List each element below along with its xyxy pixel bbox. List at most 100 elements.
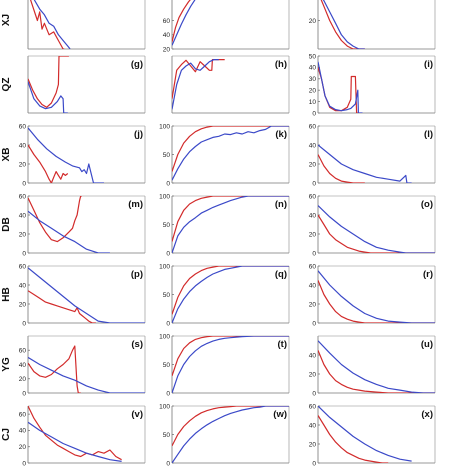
series-line-red xyxy=(28,290,96,323)
series-line-red xyxy=(172,406,289,447)
y-tick-label: 50 xyxy=(163,292,171,299)
chart-panel xyxy=(27,0,146,50)
y-tick-label: 40 xyxy=(309,282,317,289)
series-line-red xyxy=(318,280,435,323)
y-tick-label: 40 xyxy=(19,428,27,435)
panel-label: (l) xyxy=(424,129,433,140)
chart-panel: 0 20 40 60 (m) xyxy=(19,193,146,257)
series-line-blue xyxy=(28,267,145,323)
y-tick-label: 0 xyxy=(22,390,26,397)
y-tick-label: 0 xyxy=(166,390,170,397)
series-line-red xyxy=(28,406,122,461)
row-label: YG xyxy=(1,357,12,372)
y-tick-label: 60 xyxy=(309,123,317,130)
y-tick-label: 40 xyxy=(309,352,317,359)
chart-panel: 0 50 100 (t) xyxy=(159,333,290,397)
y-tick-label: 60 xyxy=(309,193,317,200)
chart-panel: 0 50 100 (q) xyxy=(159,263,290,327)
y-tick-label: 0 xyxy=(312,390,316,397)
series-line-blue xyxy=(172,58,219,110)
chart-panel: 0 20 40 60 (x) xyxy=(309,403,436,467)
y-tick-label: 60 xyxy=(309,403,317,410)
series-line-red xyxy=(28,144,69,183)
y-tick-label: 100 xyxy=(159,193,170,200)
chart-panel: 20 xyxy=(309,0,436,50)
y-tick-label: 20 xyxy=(19,231,27,238)
y-tick-label: 40 xyxy=(309,142,317,149)
y-tick-label: 100 xyxy=(159,263,170,270)
y-tick-label: 20 xyxy=(19,376,27,383)
y-tick-label: 20 xyxy=(309,18,317,25)
y-tick-label: 20 xyxy=(309,161,317,168)
row-label: XJ xyxy=(1,14,12,26)
y-tick-label: 0 xyxy=(166,320,170,327)
y-tick-label: 100 xyxy=(159,403,170,410)
y-tick-label: 60 xyxy=(309,263,317,270)
panel-label: (o) xyxy=(421,199,433,210)
y-tick-label: 0 xyxy=(312,110,316,117)
chart-panel: 0 20 40 60 (o) xyxy=(309,193,436,257)
y-tick-label: 60 xyxy=(19,193,27,200)
series-line-blue xyxy=(172,266,289,323)
y-tick-label: 60 xyxy=(19,123,27,130)
y-tick-label: 60 xyxy=(19,263,27,270)
series-line-blue xyxy=(28,81,68,113)
chart-panel: 0 20 40 60 (p) xyxy=(19,263,146,327)
y-tick-label: 60 xyxy=(19,411,27,418)
panel-label: (j) xyxy=(134,129,143,140)
series-line-red xyxy=(28,345,81,393)
row-label: DB xyxy=(1,217,12,231)
y-tick-label: 50 xyxy=(163,222,171,229)
series-line-red xyxy=(172,126,289,172)
series-line-red xyxy=(172,266,289,315)
series-line-blue xyxy=(33,0,71,49)
series-line-blue xyxy=(318,406,412,462)
series-line-blue xyxy=(28,210,110,253)
y-tick-label: 20 xyxy=(309,371,317,378)
series-line-blue xyxy=(322,0,365,49)
series-line-blue xyxy=(172,336,289,393)
series-line-blue xyxy=(318,144,412,183)
y-tick-label: 60 xyxy=(163,18,171,25)
series-line-red xyxy=(29,0,65,49)
chart-panel: 0 50 100 (w) xyxy=(159,403,290,467)
series-line-red xyxy=(172,0,191,43)
series-line-blue xyxy=(28,127,104,183)
y-tick-label: 20 xyxy=(309,441,317,448)
series-line-red xyxy=(28,56,69,108)
y-tick-label: 40 xyxy=(19,142,27,149)
series-line-blue xyxy=(172,0,196,46)
panel-label: (r) xyxy=(423,269,433,280)
y-tick-label: 40 xyxy=(19,282,27,289)
y-tick-label: 40 xyxy=(309,65,317,72)
y-tick-label: 100 xyxy=(159,123,170,130)
y-tick-label: 20 xyxy=(19,301,27,308)
y-tick-label: 60 xyxy=(19,348,27,355)
series-line-blue xyxy=(172,196,289,253)
panel-label: (k) xyxy=(275,129,287,140)
chart-panel: 0 20 40 60 (j) xyxy=(19,123,146,187)
y-tick-label: 40 xyxy=(163,32,171,39)
y-tick-label: 50 xyxy=(309,53,317,60)
series-line-blue xyxy=(28,356,145,393)
y-tick-label: 100 xyxy=(159,333,170,340)
y-tick-label: 0 xyxy=(312,460,316,467)
series-line-red xyxy=(28,196,82,243)
y-tick-label: 40 xyxy=(19,362,27,369)
row-label: XB xyxy=(1,148,12,162)
panel-label: (u) xyxy=(421,339,433,350)
chart-panel: (h) xyxy=(171,55,290,114)
y-tick-label: 40 xyxy=(309,422,317,429)
y-tick-label: 40 xyxy=(309,212,317,219)
panel-label: (n) xyxy=(275,199,287,210)
y-tick-label: 10 xyxy=(309,99,317,106)
panel-label: (m) xyxy=(128,199,143,210)
chart-panel: 0 20 40 60 (l) xyxy=(309,123,436,187)
row-label: CJ xyxy=(1,428,12,441)
chart-panel: 0 20 40 60 (s) xyxy=(19,335,146,397)
y-tick-label: 20 xyxy=(309,301,317,308)
series-line-red xyxy=(318,350,435,393)
series-line-blue xyxy=(172,126,289,181)
chart-panel: 0 20 40 60 (r) xyxy=(309,263,436,327)
panel-label: (i) xyxy=(424,59,433,70)
